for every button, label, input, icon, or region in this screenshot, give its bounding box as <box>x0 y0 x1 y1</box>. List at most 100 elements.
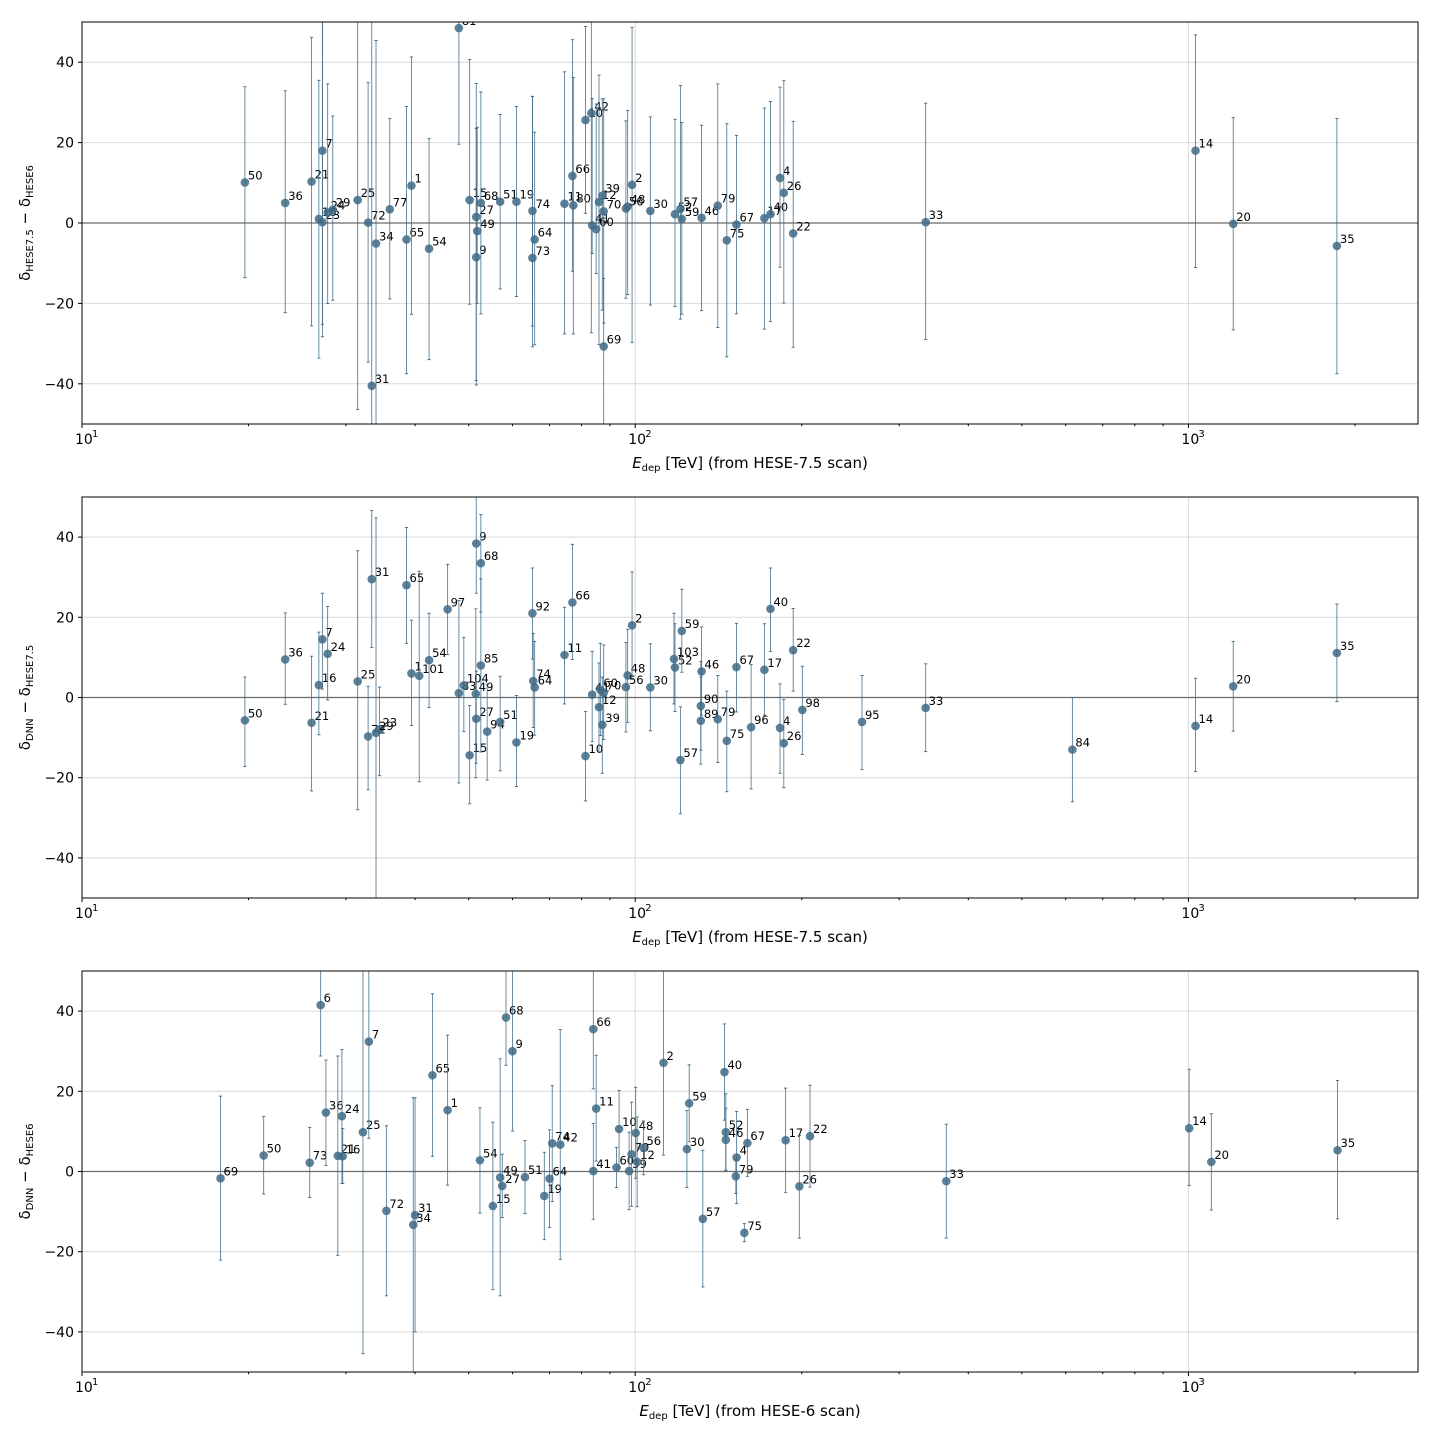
data-point <box>627 621 637 630</box>
data-point <box>407 669 416 678</box>
data-point <box>465 750 474 760</box>
data-point <box>371 728 381 738</box>
point-label: 39 <box>605 711 620 725</box>
x-tick-label: 10 <box>75 1380 93 1396</box>
data-point <box>540 1191 549 1201</box>
point-label: 42 <box>594 99 609 113</box>
point-label: 79 <box>721 705 736 719</box>
point-label: 46 <box>729 1126 744 1140</box>
point-label: 50 <box>248 706 263 720</box>
y-axis-label: δDNN − δHESE7.5 <box>16 645 36 751</box>
data-point <box>599 342 608 351</box>
data-point <box>1191 721 1200 731</box>
point-label: 20 <box>1236 672 1251 686</box>
y-tick-label: 20 <box>56 610 74 626</box>
data-point <box>1068 745 1077 754</box>
point-label: 49 <box>479 680 494 694</box>
point-label: 31 <box>375 372 390 386</box>
data-layer: 5036211672324292572313477651548115927496… <box>240 22 1355 424</box>
data-point <box>669 654 679 664</box>
point-label: 69 <box>607 332 622 346</box>
point-label: 79 <box>721 192 736 206</box>
data-layer: 5036211672425723123296511015497831041549… <box>240 497 1355 898</box>
data-point <box>594 197 604 207</box>
data-point <box>587 690 597 699</box>
point-label: 51 <box>503 708 518 722</box>
y-tick-label: 40 <box>56 1004 74 1020</box>
point-label: 42 <box>563 1131 578 1145</box>
x-tick-exponent: 2 <box>645 903 651 914</box>
data-point <box>280 655 290 664</box>
data-point <box>454 688 464 698</box>
data-point <box>795 1182 804 1191</box>
data-point <box>316 1000 325 1010</box>
data-point <box>697 213 706 223</box>
data-point <box>589 1166 598 1176</box>
x-tick-exponent: 1 <box>92 429 98 440</box>
point-label: 72 <box>371 209 386 223</box>
data-point <box>497 1181 507 1191</box>
point-label: 36 <box>329 1099 344 1113</box>
data-point <box>599 207 608 216</box>
data-point <box>921 703 930 713</box>
data-point <box>581 115 590 125</box>
point-label: 56 <box>646 1134 661 1148</box>
data-point <box>259 1151 268 1160</box>
data-point <box>465 195 474 205</box>
data-point <box>476 198 486 208</box>
data-point <box>547 1139 557 1148</box>
point-label: 49 <box>480 217 495 231</box>
point-label: 90 <box>704 692 719 706</box>
point-label: 4 <box>783 714 790 728</box>
data-point <box>621 682 631 692</box>
data-point <box>528 676 538 686</box>
data-point <box>632 1157 642 1167</box>
data-point <box>670 209 680 219</box>
y-tick-label: 40 <box>56 530 74 546</box>
point-label: 19 <box>547 1182 562 1196</box>
data-point <box>530 235 539 244</box>
data-point <box>353 195 362 205</box>
data-point <box>482 727 492 736</box>
point-label: 26 <box>787 729 802 743</box>
point-label: 4 <box>740 1143 747 1157</box>
data-point <box>1332 241 1342 251</box>
point-label: 2 <box>635 611 642 625</box>
point-label: 11 <box>567 190 582 204</box>
point-label: 84 <box>1075 736 1090 750</box>
data-point <box>424 655 434 665</box>
data-point <box>407 181 416 190</box>
x-axis-label: Edep [TeV] (from HESE-7.5 scan) <box>632 928 868 948</box>
data-point <box>587 108 596 118</box>
point-label: 57 <box>706 1205 721 1219</box>
y-tick-label: 20 <box>56 1084 74 1100</box>
data-point <box>385 205 395 214</box>
x-axis-label: Edep [TeV] (from HESE-7.5 scan) <box>632 454 868 474</box>
data-point <box>530 683 539 692</box>
point-label: 97 <box>451 595 466 609</box>
data-point <box>676 755 685 765</box>
data-point <box>1333 1145 1342 1155</box>
data-point <box>240 716 250 725</box>
point-label: 25 <box>361 667 376 681</box>
data-point <box>798 705 807 715</box>
point-label: 59 <box>685 205 700 219</box>
point-label: 54 <box>432 646 447 660</box>
point-label: 79 <box>739 1162 754 1176</box>
point-label: 51 <box>528 1163 543 1177</box>
point-label: 75 <box>747 1219 762 1233</box>
data-point <box>646 683 655 692</box>
data-point <box>805 1131 815 1141</box>
data-point <box>775 173 785 183</box>
data-point <box>670 663 680 672</box>
data-point <box>659 1058 668 1068</box>
point-label: 16 <box>346 1142 361 1156</box>
data-point <box>646 206 655 216</box>
point-label: 17 <box>767 656 782 670</box>
data-point <box>471 714 481 724</box>
point-label: 29 <box>379 719 394 733</box>
point-label: 35 <box>1341 1136 1356 1150</box>
data-point <box>722 736 732 746</box>
point-label: 72 <box>389 1197 404 1211</box>
data-point <box>599 688 608 697</box>
